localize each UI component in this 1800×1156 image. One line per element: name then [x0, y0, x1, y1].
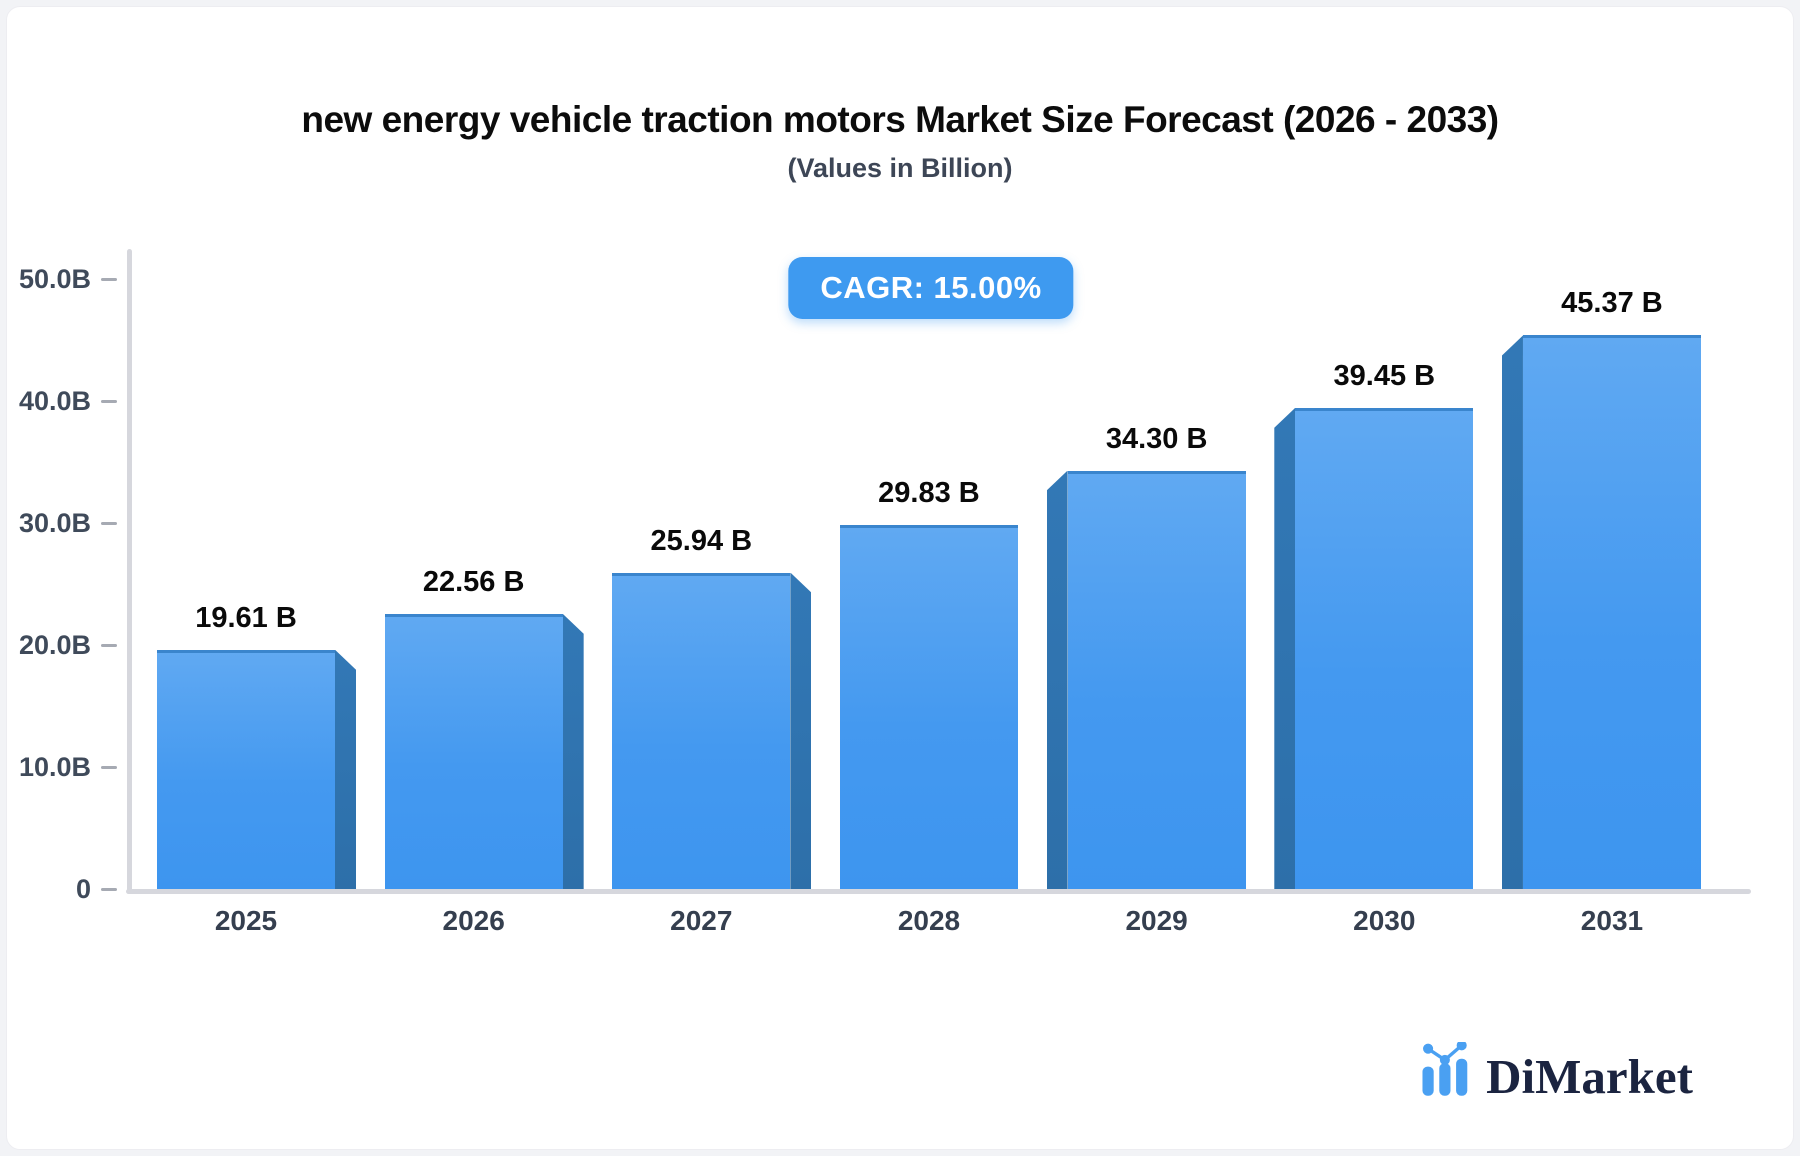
- bar-side-face: [1501, 335, 1523, 889]
- bar-side-face: [562, 613, 584, 889]
- y-tick: [101, 643, 117, 647]
- bar-side-face: [790, 572, 812, 889]
- bar-2027: [612, 572, 791, 889]
- y-tick-label: 20.0B: [18, 630, 91, 660]
- y-tick: [101, 277, 117, 281]
- x-axis-label-2028: 2028: [897, 905, 961, 936]
- chart-subtitle: (Values in Billion): [787, 153, 1013, 183]
- bar-side-face: [1046, 470, 1068, 889]
- x-axis-label-2030: 2030: [1353, 905, 1416, 936]
- bar-2028: [839, 525, 1018, 889]
- y-tick-label: 0: [75, 874, 91, 904]
- x-axis-label-2027: 2027: [670, 905, 733, 936]
- bar-2025: [157, 649, 335, 889]
- cagr-badge: CAGR: 15.00%: [788, 257, 1074, 319]
- bar-2029: [1067, 470, 1246, 889]
- bar-2031: [1522, 335, 1701, 889]
- chart-title: new energy vehicle traction motors Marke…: [301, 99, 1499, 140]
- logo-wordmark: DiMarket: [1486, 1049, 1693, 1104]
- bar-value-label: 34.30 B: [1105, 422, 1208, 455]
- bar-value-label: 39.45 B: [1333, 359, 1436, 392]
- logo: DiMarket: [1421, 1040, 1693, 1104]
- x-axis-line: [126, 889, 1751, 894]
- bar-value-label: 45.37 B: [1561, 287, 1663, 320]
- bar-value-label: 25.94 B: [650, 524, 753, 557]
- y-tick: [101, 887, 117, 891]
- y-axis-line: [127, 249, 132, 894]
- x-axis-label-2026: 2026: [442, 905, 505, 936]
- x-axis-label-2025: 2025: [214, 905, 278, 936]
- bar-2026: [384, 613, 563, 889]
- y-tick-label: 50.0B: [18, 264, 91, 294]
- y-tick: [101, 765, 117, 769]
- bar-value-label: 22.56 B: [422, 565, 525, 598]
- plot-area: 0 10.0B 20.0B 30.0B 40.0B 50.0B 19.61 B 2025 22…: [19, 249, 1751, 936]
- y-tick: [101, 399, 117, 403]
- bar-side-face: [1274, 407, 1296, 889]
- bar-value-label: 29.83 B: [878, 477, 980, 510]
- bar-side-face: [335, 649, 356, 889]
- bar-2030: [1295, 407, 1474, 889]
- bar-chart-trend-icon: [1421, 1040, 1471, 1103]
- y-tick: [101, 521, 117, 525]
- y-tick-label: 30.0B: [18, 508, 91, 538]
- y-tick-label: 10.0B: [18, 752, 91, 782]
- x-axis-label-2031: 2031: [1580, 905, 1644, 936]
- chart-card: new energy vehicle traction motors Marke…: [6, 6, 1794, 1150]
- bar-value-label: 19.61 B: [195, 601, 297, 634]
- y-tick-label: 40.0B: [18, 386, 91, 416]
- x-axis-label-2029: 2029: [1125, 905, 1188, 936]
